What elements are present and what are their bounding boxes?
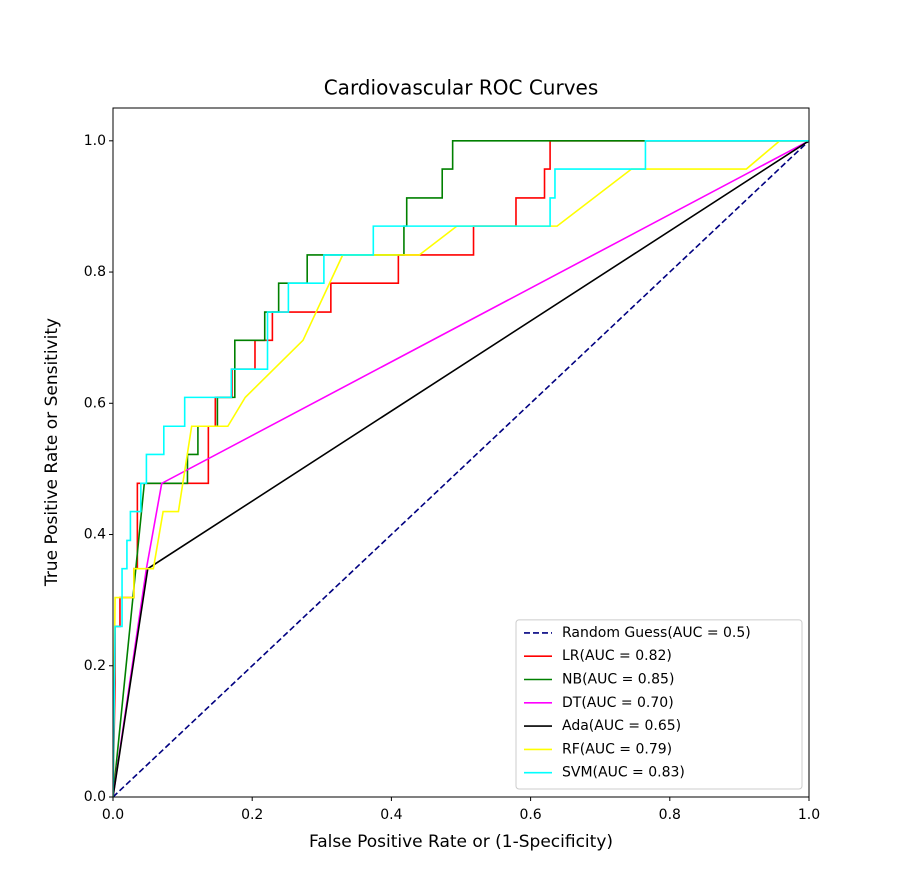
y-tick-label: 0.0 [84, 789, 106, 805]
legend-label: DT(AUC = 0.70) [562, 695, 674, 711]
roc-line [113, 140, 809, 797]
roc-line [113, 140, 809, 797]
y-axis-label: True Positive Rate or Sensitivity [42, 318, 62, 587]
y-tick-label: 0.2 [84, 658, 106, 674]
legend-label: SVM(AUC = 0.83) [562, 765, 685, 781]
plot-frame [112, 107, 810, 798]
x-tick-label: 0.2 [241, 807, 263, 823]
legend-label: RF(AUC = 0.79) [562, 741, 672, 757]
x-axis-label: False Positive Rate or (1-Specificity) [309, 832, 613, 852]
legend-label: Random Guess(AUC = 0.5) [562, 625, 751, 641]
y-tick-label: 0.6 [84, 395, 106, 411]
x-tick-label: 0.6 [519, 807, 541, 823]
y-tick-label: 1.0 [84, 133, 106, 149]
legend-box [515, 619, 803, 790]
legend-label: NB(AUC = 0.85) [562, 672, 674, 688]
y-tick-label: 0.8 [84, 264, 106, 280]
x-tick-label: 1.0 [798, 807, 820, 823]
x-tick-label: 0.0 [102, 807, 124, 823]
legend-label: LR(AUC = 0.82) [562, 648, 672, 664]
legend-label: Ada(AUC = 0.65) [562, 718, 681, 734]
x-tick-label: 0.8 [659, 807, 681, 823]
x-tick-label: 0.4 [380, 807, 402, 823]
y-tick-label: 0.4 [84, 527, 106, 543]
chart-title: Cardiovascular ROC Curves [324, 76, 599, 100]
